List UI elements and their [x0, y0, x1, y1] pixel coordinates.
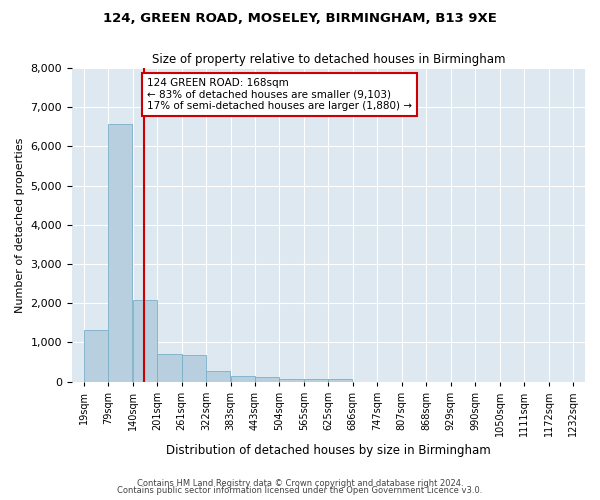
- Text: Contains HM Land Registry data © Crown copyright and database right 2024.: Contains HM Land Registry data © Crown c…: [137, 478, 463, 488]
- Bar: [182, 355, 206, 382]
- Bar: [231, 376, 255, 382]
- Text: Contains public sector information licensed under the Open Government Licence v3: Contains public sector information licen…: [118, 486, 482, 495]
- Bar: [84, 330, 108, 382]
- Bar: [280, 379, 304, 382]
- Bar: [304, 380, 328, 382]
- Bar: [206, 371, 230, 382]
- X-axis label: Distribution of detached houses by size in Birmingham: Distribution of detached houses by size …: [166, 444, 491, 458]
- Bar: [108, 124, 133, 382]
- Bar: [328, 378, 352, 382]
- Y-axis label: Number of detached properties: Number of detached properties: [15, 137, 25, 312]
- Bar: [133, 300, 157, 382]
- Title: Size of property relative to detached houses in Birmingham: Size of property relative to detached ho…: [152, 52, 505, 66]
- Bar: [157, 354, 182, 382]
- Text: 124, GREEN ROAD, MOSELEY, BIRMINGHAM, B13 9XE: 124, GREEN ROAD, MOSELEY, BIRMINGHAM, B1…: [103, 12, 497, 26]
- Text: 124 GREEN ROAD: 168sqm
← 83% of detached houses are smaller (9,103)
17% of semi-: 124 GREEN ROAD: 168sqm ← 83% of detached…: [147, 78, 412, 111]
- Bar: [255, 378, 279, 382]
